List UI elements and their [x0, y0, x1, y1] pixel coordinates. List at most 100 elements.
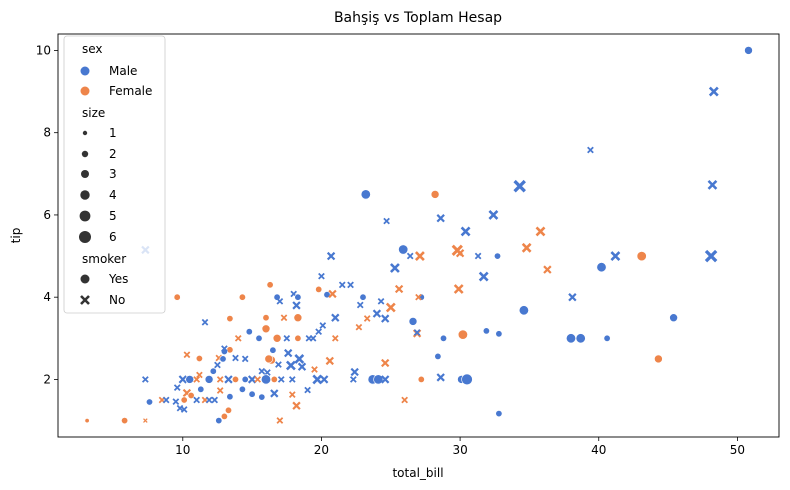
- legend-marker-no: [80, 295, 90, 305]
- x-tick-label: 40: [591, 443, 606, 457]
- legend-size-title: size: [82, 106, 105, 120]
- x-tick-label: 20: [314, 443, 329, 457]
- data-point-75: [575, 333, 586, 344]
- data-point-64: [319, 322, 327, 329]
- legend-frame: [63, 35, 166, 314]
- data-point-23: [493, 252, 501, 260]
- data-point-141: [216, 387, 224, 394]
- data-point-107: [258, 367, 266, 375]
- data-point-34: [394, 284, 404, 294]
- data-point-147: [226, 393, 234, 401]
- data-point-16: [455, 249, 465, 258]
- data-point-88: [221, 345, 228, 352]
- data-point-133: [373, 374, 384, 385]
- data-point-137: [461, 373, 473, 386]
- data-point-37: [328, 289, 337, 299]
- data-point-55: [262, 314, 270, 322]
- data-point-134: [381, 375, 390, 384]
- data-point-114: [141, 376, 149, 383]
- data-point-169: [143, 418, 148, 423]
- data-point-170: [215, 417, 223, 425]
- data-point-28: [478, 271, 489, 282]
- data-point-113: [196, 371, 203, 379]
- data-point-109: [214, 361, 221, 369]
- legend-marker-size-3: [81, 170, 89, 178]
- data-point-89: [269, 346, 277, 354]
- data-point-71: [495, 330, 503, 338]
- data-point-43: [415, 293, 422, 301]
- data-point-0: [744, 46, 753, 55]
- data-point-26: [389, 263, 400, 273]
- data-point-54: [669, 313, 678, 323]
- data-point-150: [258, 393, 266, 401]
- x-tick-label: 30: [452, 443, 467, 457]
- data-point-21: [326, 251, 336, 261]
- data-point-167: [84, 418, 90, 424]
- data-point-112: [263, 369, 271, 376]
- data-point-15: [521, 242, 532, 253]
- data-point-66: [261, 324, 271, 334]
- data-point-96: [195, 354, 203, 362]
- data-point-156: [205, 396, 213, 404]
- data-point-130: [320, 375, 329, 384]
- data-point-70: [457, 329, 468, 340]
- data-points: [84, 46, 753, 425]
- data-point-128: [288, 376, 296, 383]
- data-point-98: [241, 355, 249, 363]
- data-point-82: [272, 333, 282, 343]
- data-point-115: [178, 375, 187, 384]
- data-point-50: [356, 301, 364, 309]
- data-point-149: [288, 391, 296, 399]
- data-point-74: [565, 333, 576, 344]
- data-point-5: [360, 189, 371, 200]
- data-point-111: [311, 366, 318, 373]
- data-point-58: [280, 314, 288, 322]
- data-point-116: [185, 375, 194, 384]
- legend-hue-title: sex: [82, 42, 103, 56]
- data-point-80: [331, 334, 339, 342]
- data-point-154: [193, 396, 201, 404]
- data-point-108: [209, 367, 217, 375]
- data-point-27: [543, 265, 552, 274]
- legend-label-size-2: 2: [109, 147, 117, 161]
- data-point-131: [349, 376, 357, 383]
- data-point-78: [255, 334, 263, 342]
- data-point-161: [180, 406, 188, 413]
- data-point-119: [216, 376, 224, 383]
- data-point-142: [238, 385, 246, 393]
- data-point-83: [294, 334, 302, 342]
- data-point-57: [381, 314, 390, 323]
- y-axis-label: tip: [9, 228, 23, 244]
- chart-title: Bahşiş vs Toplam Hesap: [334, 10, 502, 26]
- data-point-69: [413, 329, 421, 336]
- legend-label-size-1: 1: [109, 126, 117, 140]
- data-point-59: [372, 309, 382, 318]
- data-point-157: [211, 396, 219, 404]
- data-point-165: [495, 410, 503, 418]
- data-point-85: [234, 334, 242, 342]
- data-point-19: [636, 251, 647, 262]
- data-point-159: [172, 398, 180, 406]
- data-point-45: [568, 293, 577, 302]
- data-point-163: [292, 401, 301, 410]
- data-point-73: [245, 328, 253, 336]
- data-point-33: [315, 285, 323, 293]
- data-point-76: [603, 334, 611, 342]
- data-point-104: [434, 352, 442, 360]
- data-point-25: [596, 262, 607, 273]
- data-point-51: [518, 305, 529, 316]
- legend-label-size-4: 4: [109, 188, 117, 202]
- y-tick-label: 4: [43, 290, 51, 304]
- data-point-4: [513, 179, 526, 193]
- data-point-126: [270, 375, 278, 383]
- data-point-10: [460, 226, 471, 237]
- data-point-61: [408, 317, 418, 326]
- data-point-138: [436, 373, 445, 382]
- data-point-153: [162, 396, 170, 404]
- data-point-99: [219, 355, 227, 363]
- legend-label-no: No: [109, 293, 125, 307]
- data-point-117: [193, 376, 201, 383]
- data-point-121: [232, 375, 240, 383]
- data-point-148: [248, 390, 256, 398]
- data-point-52: [385, 302, 396, 313]
